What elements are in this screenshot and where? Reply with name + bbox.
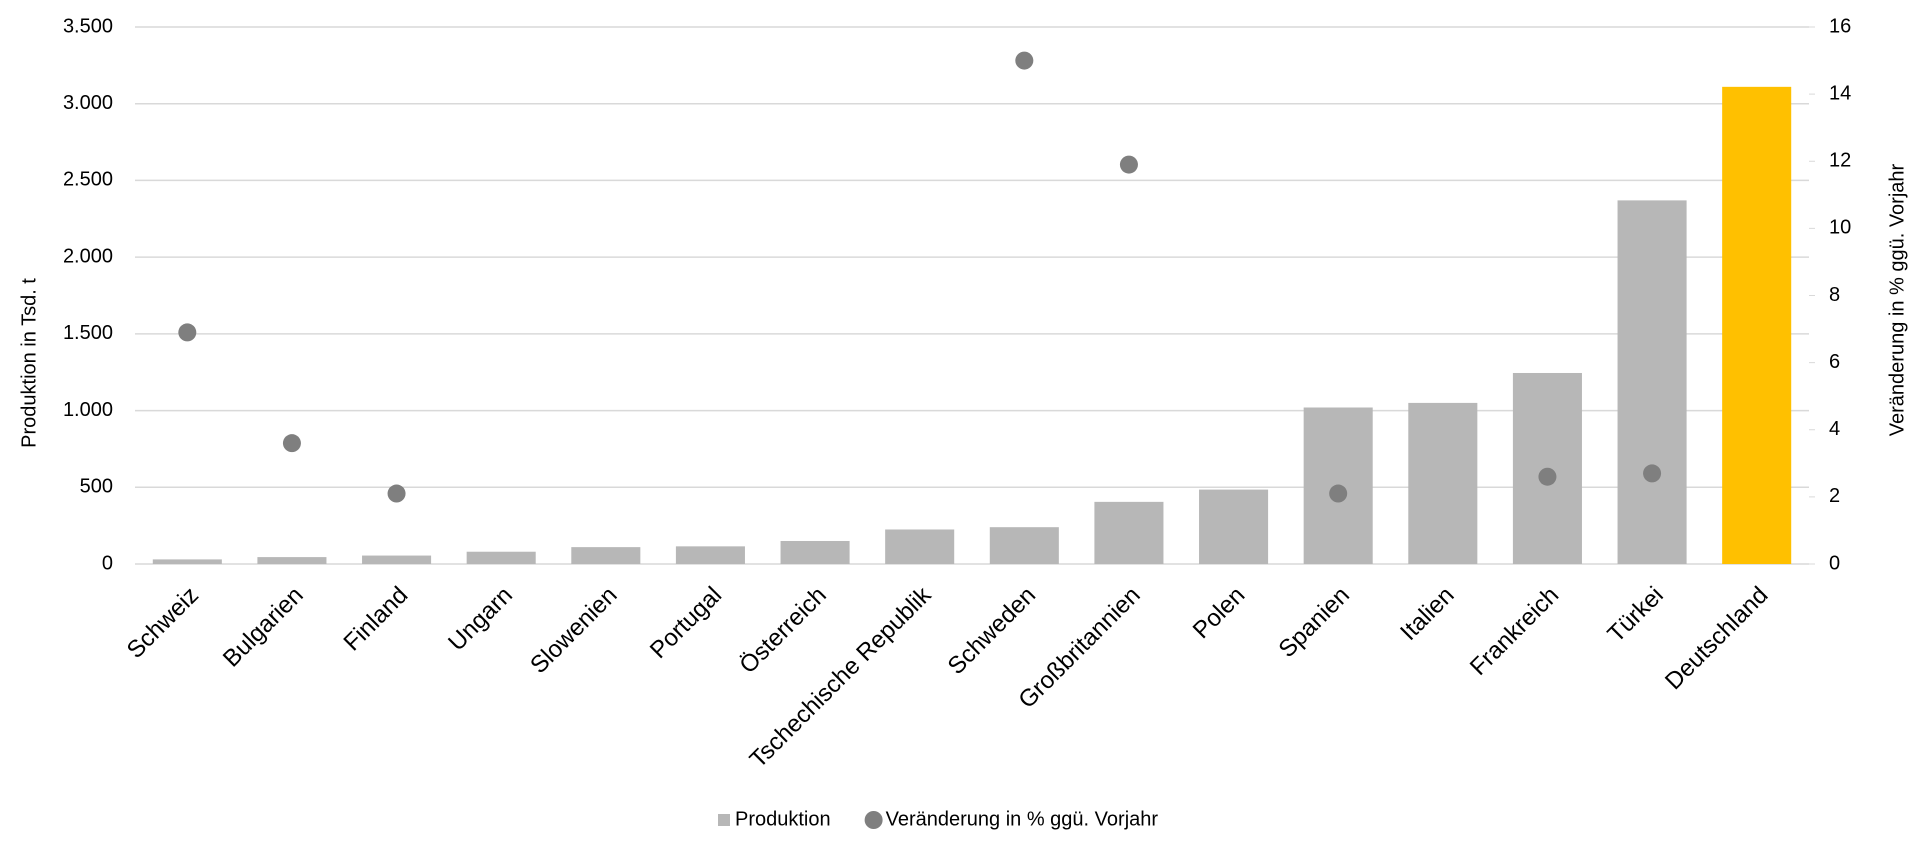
y2-tick-label: 10 — [1829, 217, 1851, 239]
y-tick-label: 1.500 — [63, 322, 113, 344]
y-tick-label: 2.000 — [63, 245, 113, 267]
x-tick-label: Deutschland — [1660, 582, 1773, 695]
y2-tick-label: 14 — [1829, 82, 1851, 104]
x-tick-label: Türkei — [1603, 582, 1669, 648]
dot — [1329, 484, 1348, 503]
dot — [1643, 464, 1662, 483]
dot — [1015, 51, 1034, 70]
y2-tick-label: 12 — [1829, 150, 1851, 172]
y2-tick-label: 8 — [1829, 284, 1840, 306]
x-tick-label: Slowenien — [525, 582, 622, 679]
y2-tick-label: 6 — [1829, 351, 1840, 373]
bar — [1094, 501, 1164, 564]
y-tick-label: 3.500 — [63, 15, 113, 37]
bar — [362, 555, 432, 564]
dot — [1538, 467, 1557, 486]
dot — [282, 434, 301, 453]
y2-axis-label: Veränderung in % ggü. Vorjahr — [1886, 163, 1908, 436]
y-tick-label: 0 — [102, 552, 113, 574]
x-tick-label: Tschechische Republik — [745, 581, 937, 773]
bar — [885, 529, 955, 564]
y-tick-label: 500 — [80, 476, 113, 498]
x-tick-label: Schweiz — [122, 582, 204, 664]
x-tick-label: Ungarn — [443, 582, 518, 657]
x-tick-label: Italien — [1395, 582, 1459, 646]
dot — [178, 323, 197, 342]
y-tick-label: 2.500 — [63, 169, 113, 191]
y-tick-label: 1.000 — [63, 399, 113, 421]
x-tick-label: Spanien — [1274, 582, 1355, 663]
bar — [257, 557, 327, 564]
x-tick-label: Portugal — [645, 582, 727, 664]
y2-tick-label: 16 — [1829, 15, 1851, 37]
y2-tick-label: 0 — [1829, 552, 1840, 574]
bar — [989, 527, 1059, 564]
bar — [1408, 402, 1478, 564]
y2-tick-label: 4 — [1829, 418, 1840, 440]
bar — [1199, 489, 1269, 564]
y-axis-label: Produktion in Tsd. t — [18, 278, 40, 448]
bar — [675, 546, 745, 564]
x-tick-label: Schweden — [943, 582, 1041, 680]
y2-tick-label: 2 — [1829, 485, 1840, 507]
x-tick-label: Finland — [339, 582, 414, 657]
dot — [1119, 155, 1138, 174]
x-tick-label: Bulgarien — [218, 582, 309, 673]
legend-swatch — [864, 811, 883, 829]
legend-swatch — [718, 814, 730, 826]
bar — [1617, 200, 1687, 565]
y-tick-label: 3.000 — [63, 92, 113, 114]
bar — [571, 547, 641, 564]
x-tick-label: Österreich — [734, 582, 831, 679]
bar — [1722, 86, 1792, 564]
bar — [152, 559, 222, 564]
dot — [387, 484, 406, 503]
x-tick-label: Polen — [1188, 582, 1251, 645]
legend-label: Produktion — [735, 808, 831, 830]
x-tick-label: Frankreich — [1465, 582, 1564, 681]
bar — [780, 540, 850, 564]
legend-label: Veränderung in % ggü. Vorjahr — [886, 808, 1159, 830]
bar — [466, 551, 536, 564]
